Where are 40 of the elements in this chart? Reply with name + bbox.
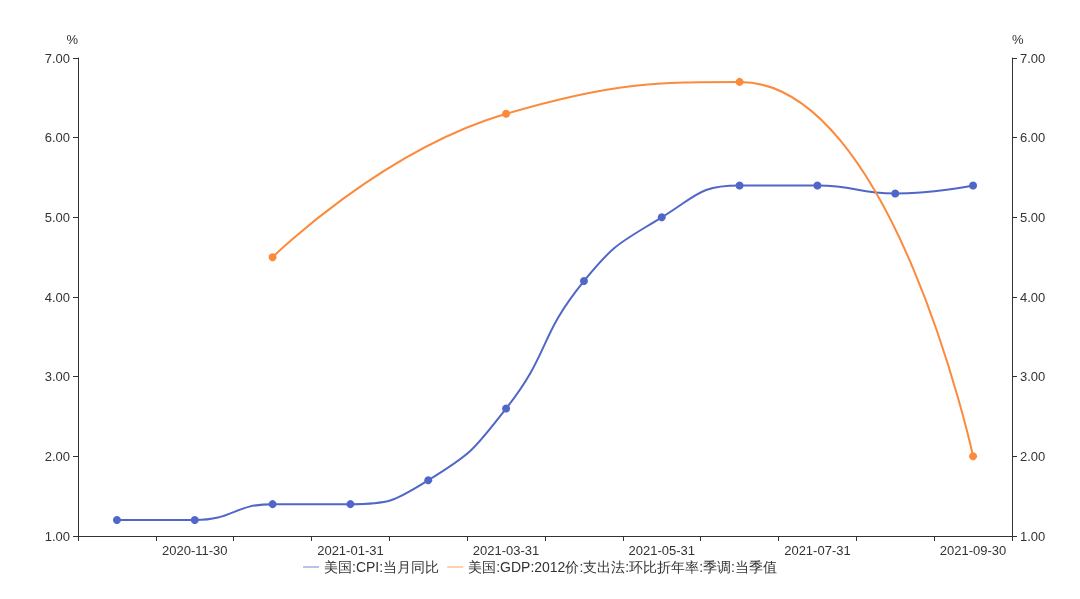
point — [735, 77, 744, 86]
y2-axis-title: % — [1012, 32, 1024, 47]
point — [813, 181, 822, 190]
point — [579, 277, 588, 286]
x-tick-label: 2021-07-31 — [784, 543, 851, 558]
y2-tick-label: 6.00 — [1020, 130, 1046, 146]
y-tick-label: 2.00 — [44, 448, 70, 464]
point — [268, 500, 277, 509]
point — [891, 189, 900, 198]
y-tick-label: 6.00 — [44, 130, 70, 146]
x-tick-label: 2021-05-31 — [628, 543, 695, 558]
point — [969, 452, 978, 461]
y2-tick-label: 2.00 — [1020, 448, 1046, 464]
y2-tick-label: 5.00 — [1020, 209, 1046, 225]
y-tick-label: 7.00 — [44, 50, 70, 66]
x-tick-label: 2021-03-31 — [472, 543, 540, 558]
y-tick-label: 4.00 — [44, 289, 70, 305]
y2-tick-label: 7.00 — [1020, 50, 1046, 66]
x-tick-label: 2021-09-30 — [939, 543, 1007, 558]
legend-label: 美国:GDP:2012价:支出法:环比折年率:季调:当季值 — [468, 559, 777, 575]
legend-label: 美国:CPI:当月同比 — [324, 559, 440, 575]
y2-tick-label: 1.00 — [1020, 528, 1046, 544]
point — [657, 213, 666, 222]
y2-tick-label: 4.00 — [1020, 289, 1046, 305]
x-tick-label: 2021-01-31 — [317, 543, 384, 558]
y-tick-label: 5.00 — [44, 209, 70, 225]
y-tick-label: 1.00 — [44, 528, 70, 544]
x-tick-label: 2020-11-30 — [161, 543, 228, 558]
point — [112, 516, 121, 525]
point — [268, 253, 277, 262]
point — [502, 404, 511, 413]
y2-tick-label: 3.00 — [1020, 369, 1046, 385]
point — [424, 476, 433, 485]
point — [735, 181, 744, 190]
point — [502, 109, 511, 118]
point — [969, 181, 978, 190]
y-axis-title: % — [66, 32, 79, 47]
point — [190, 516, 199, 525]
y-tick-label: 3.00 — [44, 369, 70, 385]
point — [346, 500, 355, 509]
